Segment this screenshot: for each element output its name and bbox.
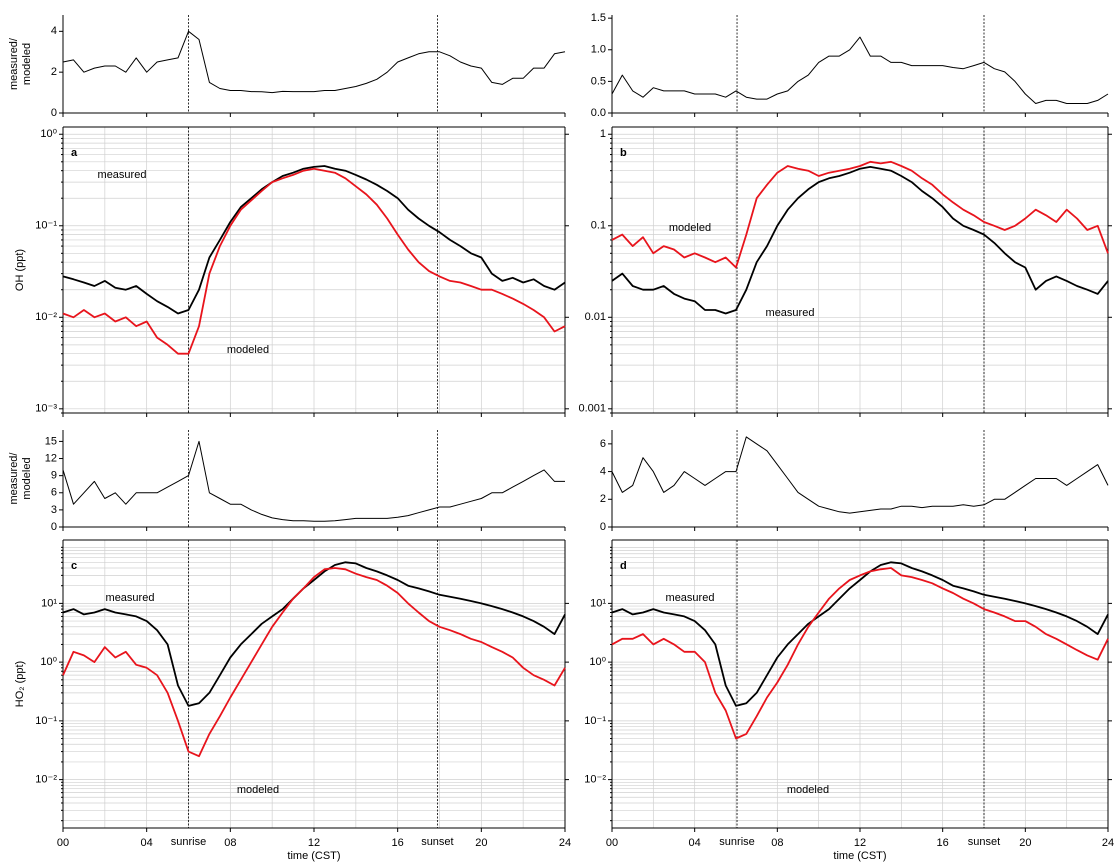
ratio-line: [62, 30, 566, 94]
x-tick-label: 04: [141, 837, 153, 849]
y-tick-label: 2: [600, 493, 606, 505]
y-tick-label: 9: [51, 470, 57, 482]
y-tick-label: 4: [51, 25, 57, 37]
series-label: modeled: [227, 344, 269, 356]
series-line: [62, 561, 566, 707]
y-axis-label-line: modeled: [21, 457, 33, 499]
ratio-line: [611, 436, 1109, 514]
series-label: measured: [106, 592, 155, 604]
event-label: sunset: [968, 836, 1000, 848]
x-tick-label: 24: [1102, 837, 1114, 849]
series-label: measured: [766, 307, 815, 319]
series-line: [62, 567, 566, 758]
y-tick-label: 0: [51, 521, 57, 533]
y-tick-label: 10⁻²: [584, 774, 606, 786]
y-tick-label: 12: [45, 452, 57, 464]
x-tick-label: 16: [937, 837, 949, 849]
y-tick-label: 0.1: [591, 220, 606, 232]
series-label: measured: [666, 592, 715, 604]
x-tick-label: 20: [475, 837, 487, 849]
x-tick-label: 16: [392, 837, 404, 849]
y-tick-label: 4: [600, 465, 606, 477]
y-axis-label: OH (ppt): [14, 249, 26, 291]
x-tick-label: 08: [771, 837, 783, 849]
y-axis-label-line: measured/: [8, 37, 20, 90]
panel-label: b: [620, 147, 627, 159]
y-tick-label: 15: [45, 435, 57, 447]
series-line: [62, 165, 566, 315]
series-line: [611, 166, 1109, 315]
x-tick-label: 08: [224, 837, 236, 849]
y-tick-label: 10⁻¹: [35, 715, 57, 727]
y-tick-label: 10⁻¹: [584, 715, 606, 727]
y-axis-label: HO₂ (ppt): [14, 661, 26, 707]
y-axis-label-line: modeled: [21, 43, 33, 85]
y-tick-label: 10⁻¹: [35, 220, 57, 232]
x-tick-label: 00: [57, 837, 69, 849]
event-label: sunset: [421, 836, 453, 848]
series-line: [611, 561, 1109, 707]
y-axis-label-line: measured/: [8, 452, 20, 505]
ratio-line: [611, 36, 1109, 104]
x-axis-label: time (CST): [833, 850, 886, 862]
y-tick-label: 3: [51, 504, 57, 516]
ratio-line: [62, 440, 565, 522]
x-tick-label: 04: [689, 837, 701, 849]
y-tick-label: 10⁰: [40, 128, 57, 140]
y-axis-label: measured/modeled: [8, 452, 33, 505]
x-tick-label: 12: [308, 837, 320, 849]
panel-label: c: [71, 560, 77, 572]
series-line: [62, 167, 566, 355]
y-tick-label: 10¹: [41, 597, 57, 609]
y-tick-label: 10⁻²: [35, 311, 57, 323]
y-tick-label: 6: [600, 438, 606, 450]
y-tick-label: 2: [51, 66, 57, 78]
y-tick-label: 0: [51, 107, 57, 119]
y-tick-label: 0.001: [578, 403, 606, 415]
panel-label: a: [71, 147, 78, 159]
y-axis-label-line: OH (ppt): [14, 249, 26, 291]
x-tick-label: 20: [1019, 837, 1031, 849]
y-tick-label: 6: [51, 487, 57, 499]
y-tick-label: 1: [600, 128, 606, 140]
series-label: modeled: [669, 222, 711, 234]
panel-label: d: [620, 560, 627, 572]
y-tick-label: 0: [600, 521, 606, 533]
y-axis-label-line: HO₂ (ppt): [14, 661, 26, 707]
x-tick-label: 00: [606, 837, 618, 849]
y-tick-label: 0.5: [591, 75, 606, 87]
event-label: sunrise: [719, 836, 754, 848]
x-tick-label: 12: [854, 837, 866, 849]
y-tick-label: 0.0: [591, 107, 606, 119]
x-tick-label: 24: [559, 837, 571, 849]
y-tick-label: 10⁻²: [35, 774, 57, 786]
y-tick-label: 10⁰: [40, 656, 57, 668]
y-tick-label: 10⁻³: [35, 403, 57, 415]
series-label: modeled: [787, 784, 829, 796]
x-axis-label: time (CST): [287, 850, 340, 862]
series-label: modeled: [237, 784, 279, 796]
y-tick-label: 1.5: [591, 12, 606, 24]
series-label: measured: [98, 169, 147, 181]
y-axis-label: measured/modeled: [8, 37, 33, 90]
y-tick-label: 10⁰: [589, 656, 606, 668]
series-line: [611, 567, 1109, 740]
y-tick-label: 0.01: [585, 311, 606, 323]
y-tick-label: 1.0: [591, 44, 606, 56]
event-label: sunrise: [171, 836, 206, 848]
y-tick-label: 10¹: [590, 597, 606, 609]
series-line: [611, 160, 1109, 269]
